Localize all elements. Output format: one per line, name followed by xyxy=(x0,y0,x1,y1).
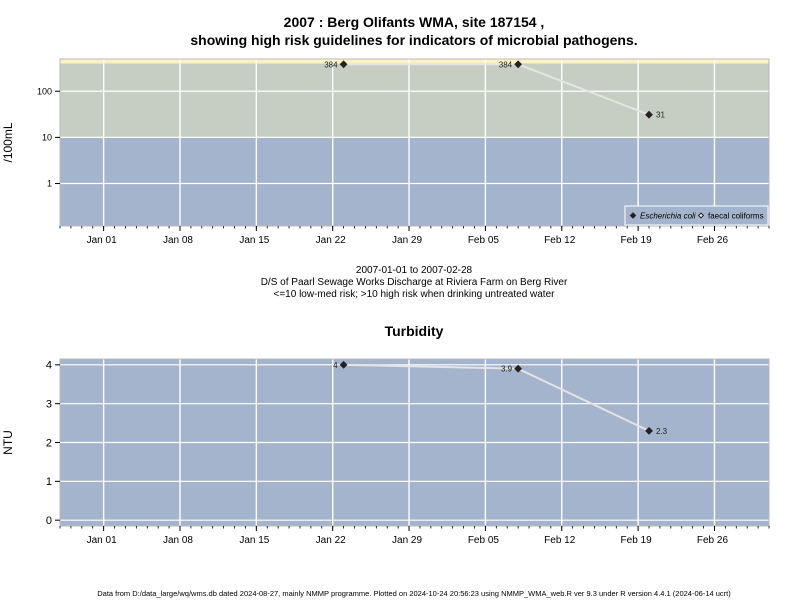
y-tick-label: 0 xyxy=(46,515,52,527)
legend-box xyxy=(624,205,769,226)
y-tick-label: 3 xyxy=(46,399,52,411)
y-axis-label: NTU xyxy=(1,430,15,455)
caption-guideline: <=10 low-med risk; >10 high risk when dr… xyxy=(274,289,556,300)
data-label: 2.3 xyxy=(656,427,668,436)
x-tick-label: Feb 19 xyxy=(621,235,653,246)
x-tick-label: Jan 29 xyxy=(392,535,422,546)
data-point xyxy=(514,364,523,373)
legend-faecal-marker xyxy=(697,212,705,219)
data-label: 384 xyxy=(324,60,338,69)
caption-date-range: 2007-01-01 to 2007-02-28 xyxy=(356,265,473,276)
risk-band-1 xyxy=(60,63,769,138)
plot-frame xyxy=(59,58,770,227)
risk-band-2 xyxy=(60,59,769,64)
x-tick-label: Jan 22 xyxy=(316,535,346,546)
footer-note: Data from D:/data_large/wq/wms.db dated … xyxy=(97,589,731,598)
data-label: 4 xyxy=(333,361,338,370)
x-tick-label: Jan 01 xyxy=(87,535,117,546)
data-label: 3.9 xyxy=(501,365,513,374)
x-tick-label: Feb 05 xyxy=(468,235,500,246)
y-tick-label: 10 xyxy=(42,133,52,143)
x-tick-label: Jan 01 xyxy=(87,235,117,246)
data-point xyxy=(339,360,348,369)
x-tick-label: Jan 15 xyxy=(239,535,269,546)
turbidity-title: Turbidity xyxy=(385,323,444,339)
x-tick-label: Feb 12 xyxy=(544,535,576,546)
data-label: 31 xyxy=(656,111,665,120)
x-tick-label: Jan 08 xyxy=(163,235,193,246)
data-point xyxy=(514,60,523,69)
data-point xyxy=(645,110,653,119)
turbidity-chart: 0 1 2 3 4 Jan 01 Jan 08 Jan 15 Jan 22 Jan 29 Feb 0… xyxy=(1,358,770,546)
y-axis-label: /100mL xyxy=(1,122,15,162)
legend-ecoli-marker xyxy=(629,212,637,219)
data-point xyxy=(645,426,653,435)
y-tick-label: 1 xyxy=(47,179,52,189)
x-tick-label: Feb 05 xyxy=(468,535,500,546)
y-tick-label: 100 xyxy=(37,86,52,96)
x-tick-label: Jan 08 xyxy=(163,535,193,546)
legend-faecal-label: faecal coliforms xyxy=(708,212,764,221)
chart-subtitle: showing high risk guidelines for indicat… xyxy=(190,32,637,48)
microbial-chart: 1 10 100 Jan 01 Jan 08 Jan 15 Jan 22 Jan 29 Feb … xyxy=(1,58,770,246)
x-tick-label: Feb 26 xyxy=(697,235,729,246)
x-tick-label: Feb 12 xyxy=(544,235,576,246)
x-tick-label: Feb 19 xyxy=(621,535,653,546)
x-tick-label: Feb 26 xyxy=(697,535,729,546)
x-tick-label: Jan 15 xyxy=(239,235,269,246)
x-tick-label: Jan 22 xyxy=(316,235,346,246)
data-point xyxy=(339,60,348,69)
y-tick-label: 2 xyxy=(46,437,52,449)
legend-ecoli-label: Escherichia coli xyxy=(640,212,696,221)
data-label: 384 xyxy=(499,60,513,69)
chart-title: 2007 : Berg Olifants WMA, site 187154 , xyxy=(284,14,545,30)
x-tick-label: Jan 29 xyxy=(392,235,422,246)
caption-site: D/S of Paarl Sewage Works Discharge at R… xyxy=(261,277,568,288)
y-tick-label: 4 xyxy=(46,360,52,372)
y-tick-label: 1 xyxy=(46,476,52,488)
